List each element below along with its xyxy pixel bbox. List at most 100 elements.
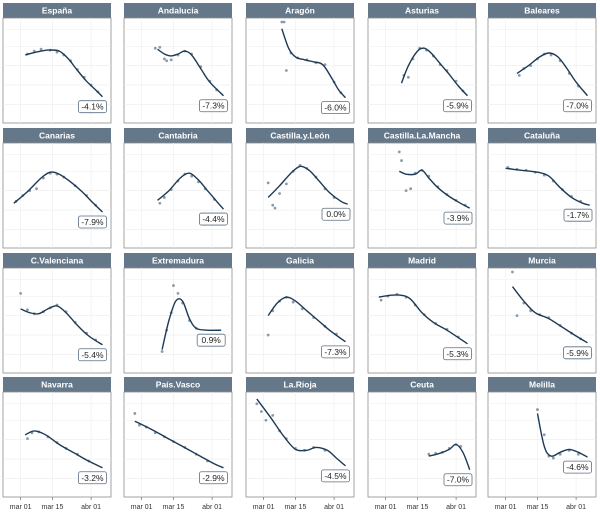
data-point	[284, 182, 288, 186]
facet-panel: Aragón -6.0%	[245, 3, 355, 124]
panel-title: Baleares	[524, 6, 560, 16]
data-point	[427, 452, 431, 456]
panel-title: Cantabria	[158, 131, 197, 141]
data-point	[409, 187, 413, 191]
data-point	[176, 291, 180, 295]
facet-panel: Cantabria -4.4%	[123, 128, 233, 249]
value-label: -4.1%	[81, 102, 104, 112]
trend-line	[505, 167, 590, 206]
data-point	[39, 47, 43, 51]
trend-line	[157, 48, 224, 97]
x-tick-label: mar 15	[163, 504, 185, 511]
panel-title: Asturias	[405, 6, 439, 16]
value-label-box	[321, 469, 350, 483]
panel-plot-area	[245, 142, 355, 249]
value-label-box	[78, 215, 107, 229]
data-point	[190, 174, 194, 178]
data-point	[536, 408, 539, 411]
panel-strip	[124, 253, 232, 268]
value-label-box	[321, 345, 350, 359]
value-label: -5.9%	[566, 348, 589, 358]
value-label: -3.2%	[81, 473, 104, 483]
value-label-box	[563, 460, 592, 474]
value-label-box	[321, 207, 351, 221]
trend-line	[13, 171, 103, 213]
panel-title: Madrid	[408, 256, 436, 266]
value-label-box	[78, 100, 107, 114]
facet-panel: Ceuta -7.0% mar 01 mar 15 abr 01	[367, 377, 477, 511]
data-point	[397, 150, 401, 154]
panel-title: C.Valenciana	[31, 256, 84, 266]
panel-strip	[3, 3, 111, 18]
data-point	[271, 414, 275, 417]
value-label-box	[443, 473, 473, 487]
data-point	[162, 57, 166, 61]
data-point	[26, 437, 29, 441]
data-point	[19, 291, 23, 295]
data-point	[266, 181, 270, 185]
trend-line	[267, 296, 346, 343]
facet-panel: Castilla.y.León 0.0%	[245, 128, 355, 249]
facet-panel: Cataluña -1.7%	[487, 128, 597, 249]
x-tick-label: abr 01	[566, 504, 586, 511]
data-point	[282, 20, 286, 24]
x-tick-label: mar 01	[495, 504, 517, 511]
data-point	[278, 192, 281, 195]
value-label: 0.0%	[326, 209, 346, 219]
data-point	[558, 452, 562, 456]
value-label-box	[199, 99, 228, 113]
trend-line	[256, 398, 346, 467]
trend-line	[400, 47, 468, 97]
data-point	[158, 45, 162, 49]
panel-title: Navarra	[41, 380, 73, 390]
panel-strip	[124, 377, 232, 392]
data-point	[271, 203, 275, 207]
data-point	[165, 59, 169, 63]
panel-plot-area	[367, 142, 477, 249]
value-label-box	[443, 347, 472, 361]
panel-title: Castilla.La.Mancha	[384, 131, 461, 141]
x-tick-label: mar 01	[131, 504, 153, 511]
data-point	[404, 189, 408, 193]
panel-strip	[3, 377, 111, 392]
panel-strip	[3, 128, 111, 143]
panel-strip	[488, 377, 596, 392]
panel-strip	[124, 128, 232, 143]
facet-panel: Castilla.La.Mancha -3.9%	[367, 128, 477, 249]
data-point	[266, 333, 270, 337]
trend-line	[516, 52, 589, 97]
x-tick-label: mar 01	[375, 504, 397, 511]
x-tick-label: abr 01	[81, 504, 101, 511]
panel-strip	[246, 377, 354, 392]
data-point	[515, 314, 519, 318]
data-point	[284, 69, 288, 72]
x-tick-label: abr 01	[202, 504, 222, 511]
data-point	[576, 452, 580, 456]
facet-panel: País.Vasco -2.9% mar 01 mar 15 abr 01	[123, 377, 233, 511]
value-label: -7.3%	[324, 347, 347, 357]
panel-title: España	[42, 6, 73, 16]
data-point	[158, 201, 162, 205]
data-point	[379, 298, 383, 302]
value-label: -4.6%	[566, 462, 589, 472]
value-label: -1.7%	[567, 210, 590, 220]
data-point	[517, 73, 521, 77]
panel-plot-area	[123, 267, 233, 374]
facet-panel: Madrid -5.3%	[367, 253, 477, 374]
value-label: -7.0%	[566, 101, 589, 111]
value-label: -6.0%	[324, 103, 347, 113]
panel-title: Murcia	[528, 256, 556, 266]
data-point	[273, 206, 277, 210]
trend-line	[399, 169, 471, 209]
data-point	[35, 187, 38, 191]
panel-strip	[488, 253, 596, 268]
panel-strip	[3, 253, 111, 268]
data-point	[26, 308, 29, 312]
trend-line	[25, 49, 103, 98]
value-label: -4.5%	[324, 471, 347, 481]
panel-plot-area	[487, 142, 597, 249]
panel-strip	[368, 377, 476, 392]
facet-panel: Extremadura 0.9%	[123, 253, 233, 374]
data-point	[172, 284, 175, 287]
panel-title: Ceuta	[410, 380, 434, 390]
